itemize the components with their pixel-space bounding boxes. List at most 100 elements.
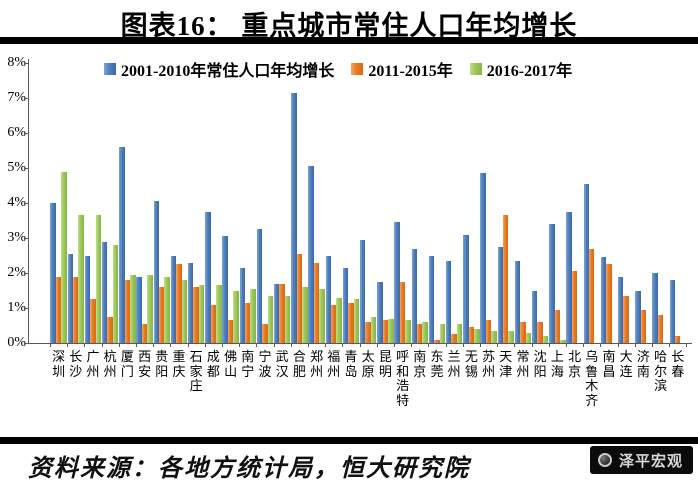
- x-axis-label: 北京: [568, 349, 582, 379]
- y-axis-tick: [24, 203, 28, 204]
- bar: [205, 211, 211, 343]
- x-axis-label: 东莞: [430, 349, 444, 379]
- bar-group: [153, 201, 170, 343]
- y-axis-label: 6%: [7, 125, 26, 140]
- x-axis-label: 呼和浩特: [396, 349, 410, 408]
- bar: [102, 241, 108, 343]
- bar-group: [84, 215, 102, 343]
- x-axis-tick: [204, 343, 206, 347]
- x-axis-tick: [50, 343, 51, 347]
- bar: [554, 309, 561, 343]
- bar: [456, 323, 463, 343]
- x-axis-tick: [548, 343, 550, 347]
- bar: [256, 229, 263, 343]
- x-axis-tick: [376, 343, 378, 347]
- bar: [657, 315, 664, 343]
- bar-group: [291, 92, 308, 343]
- bar: [313, 262, 320, 343]
- bar-group: [360, 239, 377, 343]
- bar: [508, 330, 514, 343]
- x-axis-tick: [514, 343, 516, 347]
- y-axis-tick: [24, 168, 28, 169]
- bar-group: [600, 257, 617, 343]
- bar: [583, 183, 590, 343]
- bar-group: [274, 283, 291, 343]
- bar-group: [428, 255, 446, 343]
- x-axis-label: 昆明: [378, 349, 392, 379]
- bar: [623, 295, 629, 343]
- bar: [652, 273, 658, 343]
- bar: [422, 322, 428, 343]
- bar: [302, 287, 308, 343]
- y-axis-label: 0%: [7, 335, 26, 350]
- bar: [606, 264, 612, 343]
- x-axis-tick: [153, 343, 155, 347]
- bar: [176, 264, 182, 343]
- bar: [566, 211, 572, 343]
- x-axis-label: 兰州: [447, 349, 461, 379]
- bar-group: [618, 276, 634, 343]
- bar-group: [514, 260, 532, 343]
- bar: [245, 302, 251, 343]
- bar: [284, 295, 291, 343]
- bar: [50, 203, 56, 343]
- y-axis-tick: [24, 133, 28, 134]
- bar: [382, 320, 389, 343]
- bar: [210, 304, 217, 343]
- x-axis-tick: [325, 343, 327, 347]
- legend-swatch: [469, 63, 482, 75]
- bar: [342, 267, 349, 343]
- x-axis-label: 杭州: [103, 349, 117, 379]
- bar: [669, 280, 676, 343]
- bar: [222, 236, 228, 343]
- x-axis-tick: [342, 343, 344, 347]
- x-axis-tick: [187, 343, 189, 347]
- legend-label: 2011-2015年: [368, 63, 453, 80]
- x-axis-tick: [308, 343, 309, 347]
- bar: [497, 246, 504, 343]
- bar: [428, 255, 435, 343]
- x-axis-label: 广州: [86, 349, 100, 379]
- x-axis-label: 郑州: [310, 349, 324, 379]
- y-axis-tick: [24, 308, 28, 309]
- bar: [640, 309, 647, 343]
- x-axis-tick: [428, 343, 430, 347]
- bar: [520, 322, 526, 343]
- bar: [55, 276, 62, 343]
- bar-group: [205, 211, 222, 343]
- bar: [159, 287, 165, 343]
- y-axis-label: 4%: [7, 195, 26, 210]
- bar: [474, 329, 480, 343]
- bar: [274, 283, 280, 343]
- bar: [360, 239, 366, 343]
- y-axis-label: 2%: [7, 265, 26, 280]
- bar: [463, 234, 469, 343]
- bar: [90, 299, 96, 343]
- x-axis-tick: [101, 343, 103, 347]
- x-axis-tick: [67, 343, 69, 347]
- bar-group: [394, 222, 411, 343]
- bar: [600, 257, 607, 343]
- bar-group: [411, 248, 428, 343]
- x-axis-tick: [136, 343, 137, 347]
- x-axis-tick: [480, 343, 481, 347]
- bar: [451, 334, 457, 343]
- bar-group: [188, 262, 205, 343]
- y-axis-tick: [24, 238, 28, 239]
- x-axis-label: 南宁: [241, 349, 255, 379]
- bar-group: [566, 211, 582, 343]
- bar: [411, 248, 418, 343]
- legend: 2001-2010年常住人口年均增长 2011-2015年 2016-2017年: [104, 57, 572, 81]
- bar: [549, 224, 555, 343]
- x-axis-label: 济南: [636, 349, 650, 379]
- x-axis-label: 青岛: [344, 349, 358, 379]
- bar-group: [497, 215, 514, 343]
- x-axis-label: 沈阳: [533, 349, 547, 379]
- x-axis-label: 成都: [206, 349, 220, 379]
- brand-label: 泽平宏观: [618, 453, 683, 470]
- bar: [170, 255, 177, 343]
- bar: [291, 92, 297, 343]
- x-axis-tick: [686, 343, 688, 347]
- x-axis-tick: [462, 343, 464, 347]
- bar: [95, 215, 102, 343]
